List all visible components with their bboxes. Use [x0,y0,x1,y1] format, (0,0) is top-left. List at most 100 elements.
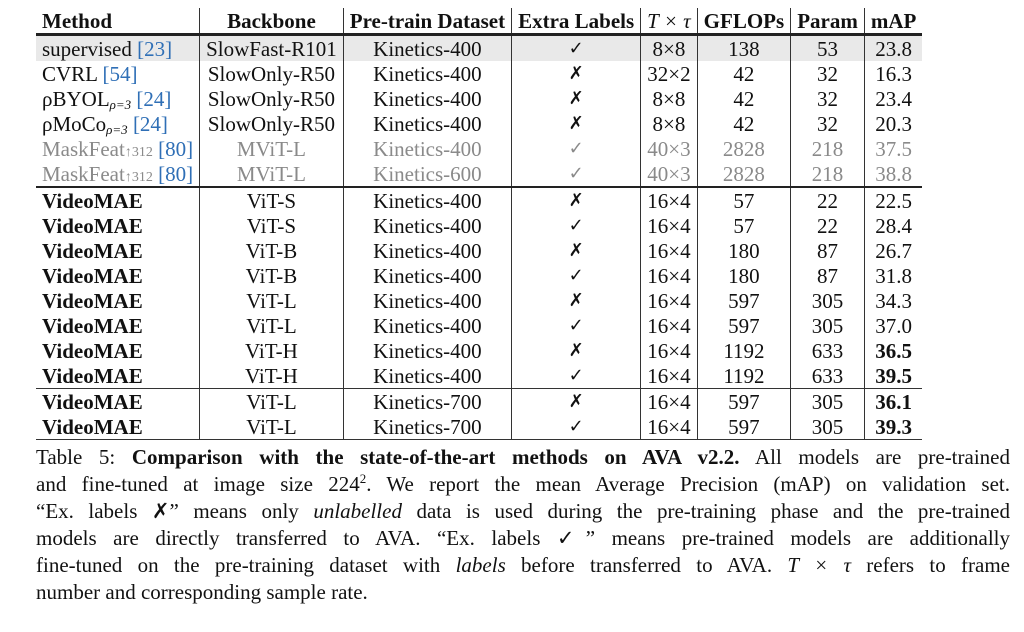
gflops-cell: 180 [696,263,791,288]
extra-cell: ✗ [511,388,641,414]
backbone-cell: ViT-L [199,288,344,313]
dataset-cell: Kinetics-400 [342,86,512,111]
citation-link[interactable]: [23] [137,36,173,61]
table-row: VideoMAE ViT-L Kinetics-700 ✓ 16×4 597 305 39.3 [36,414,923,440]
map-cell: 22.5 [863,186,923,213]
caption-line: number and corresponding sample rate. [36,579,1010,606]
map-cell: 34.3 [863,288,923,313]
map-cell: 39.5 [863,363,923,389]
dataset-cell: Kinetics-400 [342,136,512,161]
gflops-cell: 42 [696,111,791,136]
ttau-cell: 8×8 [640,34,698,61]
backbone-cell: SlowFast-R101 [199,34,344,61]
method-name: VideoMAE [42,263,143,288]
method-name: VideoMAE [42,313,143,338]
citation-link[interactable]: [24] [136,86,172,111]
method-cell: MaskFeat↑312 [80] [36,161,200,187]
method-cell: CVRL [54] [36,61,200,86]
ttau-cell: 8×8 [640,86,698,111]
gflops-cell: 57 [696,213,791,238]
dataset-cell: Kinetics-400 [342,363,512,389]
citation-link[interactable]: [24] [132,111,168,136]
table-row: ρMoCoρ=3 [24] SlowOnly-R50 Kinetics-400 ✗ 8×… [36,111,923,136]
table-row: CVRL [54] SlowOnly-R50 Kinetics-400 ✗ 32×2 42… [36,61,923,86]
method-cell: VideoMAE [36,213,200,238]
map-cell: 26.7 [863,238,923,263]
param-cell: 305 [790,388,865,414]
backbone-cell: ViT-L [199,313,344,338]
method-name: MaskFeat [42,161,125,186]
method-name: ρBYOL [42,86,110,111]
method-name: VideoMAE [42,238,143,263]
caption-emphasis: labels [455,553,506,577]
backbone-cell: SlowOnly-R50 [199,111,344,136]
gflops-cell: 1192 [696,338,791,363]
column-header: Backbone [199,8,344,36]
method-name: VideoMAE [42,338,143,363]
backbone-cell: ViT-B [199,238,344,263]
results-table: Method Backbone Pre-train Dataset Extra Lab… [36,8,923,440]
map-cell: 37.5 [863,136,923,161]
map-cell: 36.5 [863,338,923,363]
dataset-cell: Kinetics-700 [342,388,512,414]
gflops-cell: 1192 [696,363,791,389]
param-cell: 32 [790,86,865,111]
ttau-cell: 16×4 [640,186,698,213]
method-name: VideoMAE [42,213,143,238]
backbone-cell: MViT-L [199,161,344,187]
caption-emphasis: unlabelled [313,499,402,523]
table-figure: Method Backbone Pre-train Dataset Extra Lab… [36,8,1011,606]
caption-line: fine-tuned on the pre-training dataset w… [36,552,1010,579]
param-cell: 305 [790,288,865,313]
map-cell: 36.1 [863,388,923,414]
method-cell: VideoMAE [36,313,200,338]
table-row: VideoMAE ViT-L Kinetics-700 ✗ 16×4 597 305 36.1 [36,388,923,414]
dataset-cell: Kinetics-400 [342,263,512,288]
map-cell: 37.0 [863,313,923,338]
method-subscript: ρ=3 [106,121,128,137]
table-row: VideoMAE ViT-L Kinetics-400 ✗ 16×4 597 305 34.3 [36,288,923,313]
caption-text: . We report the mean Average Precision (… [366,472,1011,496]
map-cell: 31.8 [863,263,923,288]
method-name: VideoMAE [42,414,143,439]
param-cell: 22 [790,186,865,213]
dataset-cell: Kinetics-400 [342,338,512,363]
citation-link[interactable]: [54] [102,61,138,86]
method-cell: ρMoCoρ=3 [24] [36,111,200,136]
backbone-cell: ViT-L [199,414,344,440]
table-row: VideoMAE ViT-B Kinetics-400 ✗ 16×4 180 87 26.7 [36,238,923,263]
ttau-cell: 16×4 [640,263,698,288]
backbone-cell: MViT-L [199,136,344,161]
param-cell: 32 [790,111,865,136]
dataset-cell: Kinetics-400 [342,213,512,238]
citation-link[interactable]: [80] [158,136,194,161]
caption-line: Table 5: Comparison with the state-of-th… [36,444,1010,471]
method-cell: VideoMAE [36,288,200,313]
method-cell: MaskFeat↑312 [80] [36,136,200,161]
column-header: mAP [863,8,923,36]
ttau-cell: 40×3 [640,136,698,161]
param-cell: 633 [790,338,865,363]
caption-title: Comparison with the state-of-the-art met… [131,445,740,469]
ttau-cell: 32×2 [640,61,698,86]
gflops-cell: 597 [696,288,791,313]
map-cell: 39.3 [863,414,923,440]
table-row: MaskFeat↑312 [80] MViT-L Kinetics-400 ✓ 40×3… [36,136,923,161]
dataset-cell: Kinetics-400 [342,238,512,263]
map-cell: 16.3 [863,61,923,86]
map-cell: 28.4 [863,213,923,238]
extra-cell: ✗ [511,238,641,263]
table-header-row: Method Backbone Pre-train Dataset Extra Lab… [36,8,923,36]
method-cell: VideoMAE [36,263,200,288]
citation-link[interactable]: [80] [158,161,194,186]
table-row: VideoMAE ViT-H Kinetics-400 ✗ 16×4 1192 633 36.… [36,338,923,363]
table-row: VideoMAE ViT-H Kinetics-400 ✓ 16×4 1192 633 39.… [36,363,923,389]
method-cell: VideoMAE [36,238,200,263]
extra-cell: ✗ [511,186,641,213]
gflops-cell: 57 [696,186,791,213]
dataset-cell: Kinetics-400 [342,34,512,61]
caption-math: T × τ [787,553,851,577]
caption-label: Table 5: [36,445,132,469]
gflops-cell: 180 [696,238,791,263]
ttau-cell: 16×4 [640,213,698,238]
